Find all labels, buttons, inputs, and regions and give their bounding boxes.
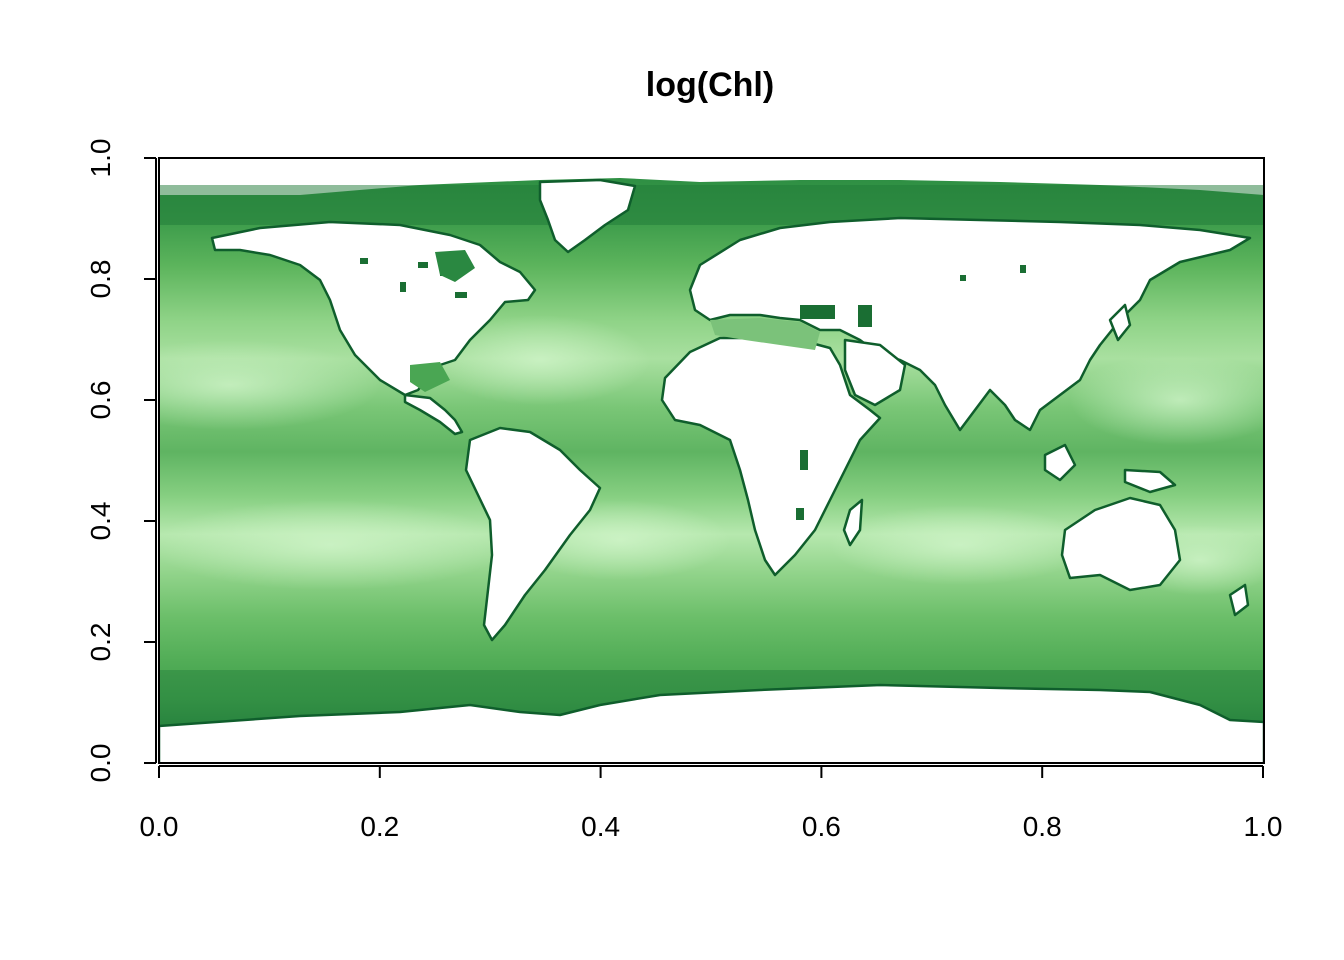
heatmap-raster (159, 178, 1264, 763)
y-tick-label: 0.0 (85, 744, 116, 783)
inland-water (360, 258, 1026, 520)
land-new-guinea (1123, 468, 1177, 494)
x-tick-label: 0.4 (581, 811, 620, 842)
land-japan (1108, 303, 1132, 342)
land-eurasia (688, 216, 1252, 432)
plot-frame (158, 157, 1265, 764)
sea-hudson-bay (435, 250, 475, 282)
x-tick-label: 0.0 (140, 811, 179, 842)
x-axis: 0.0 0.2 0.4 0.6 0.8 1.0 (140, 765, 1283, 842)
y-tick-label: 1.0 (85, 139, 116, 178)
land-australia (1060, 496, 1182, 592)
x-tick-label: 1.0 (1244, 811, 1283, 842)
y-tick-label: 0.8 (85, 260, 116, 299)
y-tick-label: 0.6 (85, 381, 116, 420)
x-tick-label: 0.6 (802, 811, 841, 842)
land-borneo (1043, 443, 1077, 482)
land-south-america (464, 426, 602, 642)
gyre-north-pacific (159, 340, 380, 430)
gyre-south-pacific (159, 500, 510, 590)
y-tick-label: 0.2 (85, 623, 116, 662)
gyre-indian (830, 505, 1090, 585)
y-tick-label: 0.4 (85, 502, 116, 541)
land-greenland (538, 178, 637, 254)
chart-title: log(Chl) (646, 66, 774, 104)
land-central-america (403, 393, 464, 436)
x-tick-label: 0.8 (1023, 811, 1062, 842)
band-arctic (159, 185, 1264, 225)
sea-gulf-mexico (410, 362, 450, 392)
land-madagascar (842, 498, 864, 547)
sea-mediterranean (710, 318, 820, 350)
x-tick-label: 0.2 (360, 811, 399, 842)
y-axis: 0.0 0.2 0.4 0.6 0.8 1.0 (85, 139, 157, 783)
land-new-zealand (1228, 583, 1250, 617)
gyre-north-atlantic (430, 315, 650, 405)
land-antarctica (159, 683, 1264, 763)
gyre-west-pacific (1070, 355, 1264, 445)
land-arabia (843, 338, 907, 407)
